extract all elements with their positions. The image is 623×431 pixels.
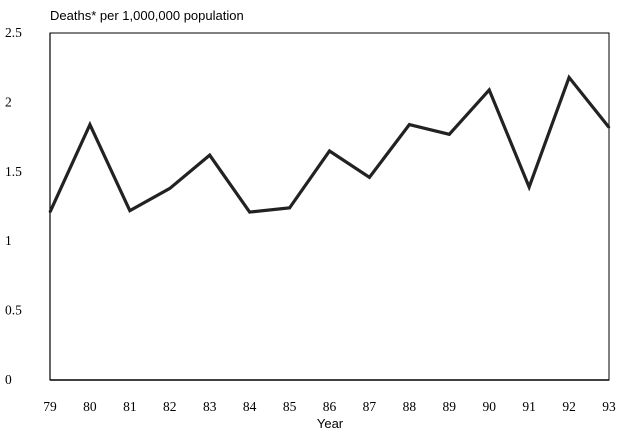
y-axis-label: Deaths* per 1,000,000 population (50, 8, 244, 23)
data-point (88, 123, 92, 126)
x-tick-label: 79 (43, 399, 57, 414)
data-point (48, 210, 52, 214)
x-tick-label: 87 (363, 399, 377, 414)
data-point (168, 187, 171, 190)
x-tick-label: 90 (482, 399, 496, 414)
data-point (527, 185, 531, 189)
y-tick-label: 1 (5, 233, 12, 248)
y-tick-label: 2 (5, 94, 12, 109)
x-axis-label: Year (317, 416, 344, 431)
x-tick-label: 85 (283, 399, 297, 414)
x-tick-label: 84 (243, 399, 257, 414)
y-tick-label: 2.5 (5, 25, 22, 40)
data-point (567, 76, 571, 79)
x-tick-label: 93 (602, 399, 616, 414)
data-point (448, 133, 451, 136)
data-point (408, 123, 411, 126)
y-tick-label: 0 (5, 372, 12, 387)
y-tick-label: 0.5 (5, 303, 22, 318)
x-tick-label: 80 (83, 399, 97, 414)
x-tick-label: 88 (403, 399, 417, 414)
data-point (248, 210, 251, 214)
data-point (607, 126, 611, 129)
data-point (368, 176, 371, 179)
data-point (328, 149, 331, 153)
x-tick-label: 92 (562, 399, 576, 414)
x-tick-label: 89 (443, 399, 457, 414)
plot-area-frame (49, 32, 610, 381)
x-tick-label: 83 (203, 399, 217, 414)
data-point (208, 153, 211, 157)
series-line (48, 74, 611, 214)
x-tick-label: 91 (522, 399, 536, 414)
x-tick-label: 82 (163, 399, 177, 414)
y-tick-label: 1.5 (5, 164, 22, 179)
data-point (488, 88, 491, 92)
x-tick-label: 81 (123, 399, 137, 414)
x-tick-label: 86 (323, 399, 337, 414)
data-point (288, 206, 291, 210)
data-point (128, 209, 132, 212)
